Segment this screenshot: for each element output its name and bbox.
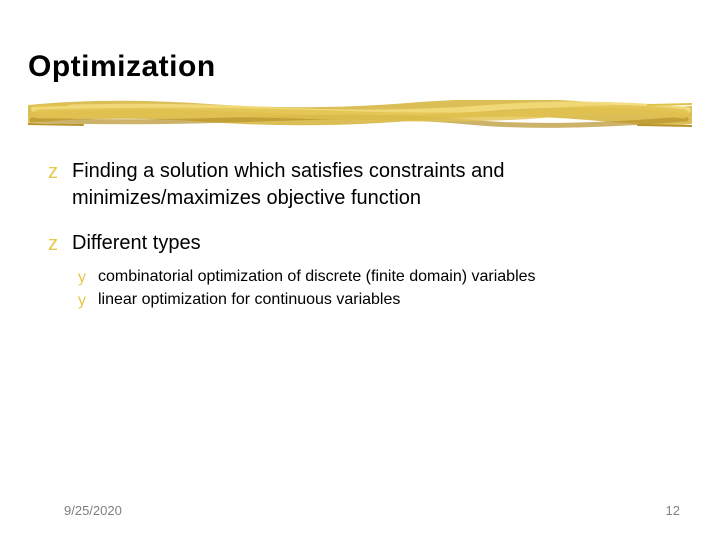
list-item-text: Different types [72,232,201,254]
list-subitem-text: combinatorial optimization of discrete (… [98,268,536,285]
bullet-level1-icon: z [48,159,58,186]
list-subitem: y combinatorial optimization of discrete… [78,265,680,288]
page-title: Optimization [28,50,216,84]
list-subitem: y linear optimization for continuous var… [78,288,680,311]
bullet-level1-icon: z [48,231,58,258]
list-item-text: Finding a solution which satisfies const… [72,160,504,209]
sublist: y combinatorial optimization of discrete… [72,265,680,311]
brush-strokes [28,104,692,126]
list-item: z Finding a solution which satisfies con… [48,158,680,212]
list-item: z Different types y combinatorial optimi… [48,230,680,311]
bullet-level2-icon: y [78,266,86,289]
title-underline [28,100,692,128]
list-subitem-text: linear optimization for continuous varia… [98,291,400,308]
footer-date: 9/25/2020 [64,503,122,518]
bullet-level2-icon: y [78,289,86,312]
slide: Optimization z Finding a solution which … [0,0,720,540]
body-content: z Finding a solution which satisfies con… [48,158,680,329]
footer-page-number: 12 [666,503,680,518]
